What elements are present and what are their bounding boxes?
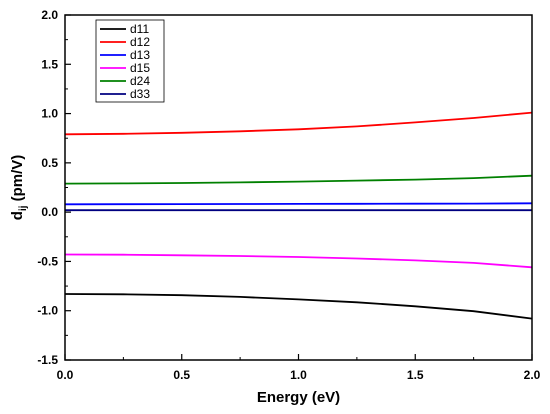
legend-label-d24: d24 — [130, 74, 150, 88]
x-tick-label: 0.0 — [57, 368, 74, 382]
y-axis-title: dij (pm/V) — [9, 155, 29, 221]
y-tick-label: 2.0 — [41, 8, 58, 22]
x-tick-label: 1.5 — [407, 368, 424, 382]
y-tick-label: 0.0 — [41, 205, 58, 219]
series-line-d11 — [64, 293, 533, 320]
y-tick-label: 1.0 — [41, 107, 58, 121]
y-tick-label: -1.5 — [37, 353, 58, 367]
y-tick-label: -1.0 — [37, 304, 58, 318]
x-tick-label: 0.5 — [173, 368, 190, 382]
legend-label-d33: d33 — [130, 87, 150, 101]
legend-label-d11: d11 — [130, 22, 149, 36]
y-tick-label: 1.5 — [41, 57, 58, 71]
y-tick-label: -0.5 — [37, 254, 58, 268]
x-tick-label: 2.0 — [524, 368, 541, 382]
legend-box — [95, 19, 165, 103]
legend-label-d15: d15 — [130, 61, 150, 75]
series-line-d24 — [64, 174, 533, 185]
y-axis-title-rest: (pm/V) — [9, 155, 26, 206]
x-tick-label: 1.0 — [290, 368, 307, 382]
y-tick-label: 0.5 — [41, 156, 58, 170]
series-line-d12 — [64, 111, 533, 136]
y-axis-title-sub: ij — [18, 205, 29, 211]
series-line-d13 — [64, 202, 533, 206]
x-axis-title: Energy (eV) — [257, 389, 340, 406]
legend-label-d12: d12 — [130, 35, 150, 49]
y-axis-title-main: d — [9, 211, 26, 220]
legend-label-d13: d13 — [130, 48, 150, 62]
series-line-d15 — [64, 253, 533, 269]
